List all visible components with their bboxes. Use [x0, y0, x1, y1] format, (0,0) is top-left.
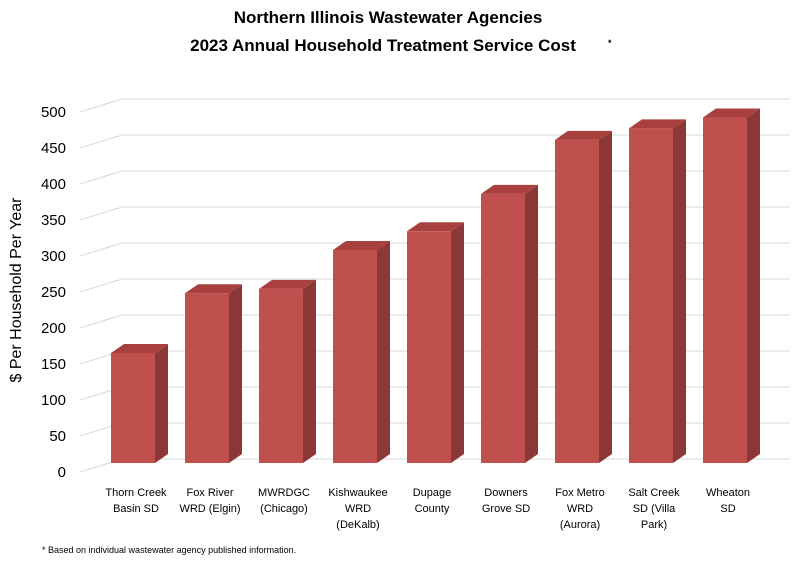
- bar: [185, 284, 242, 463]
- bar-side: [525, 184, 538, 463]
- footnote: * Based on individual wastewater agency …: [42, 545, 296, 555]
- bar: [111, 343, 168, 463]
- bar: [259, 279, 316, 463]
- bar-side: [673, 119, 686, 463]
- x-tick-label: Kishwaukee: [328, 487, 387, 499]
- x-tick-label: SD (Villa: [633, 503, 676, 515]
- bar-top: [555, 130, 612, 140]
- bar: [481, 184, 538, 463]
- y-tick-label: 150: [41, 356, 66, 373]
- y-tick-label: 0: [58, 464, 66, 481]
- x-tick-label: Fox River: [186, 487, 233, 499]
- x-tick-label: Dupage: [413, 487, 452, 499]
- x-tick-label: Salt Creek: [628, 487, 680, 499]
- gridline-diagonal: [79, 314, 123, 329]
- x-tick-label: Wheaton: [706, 487, 750, 499]
- bar-side: [155, 343, 168, 463]
- bar-side: [377, 241, 390, 463]
- chart-title-line2: 2023 Annual Household Treatment Service …: [190, 36, 576, 55]
- bar-side: [451, 222, 464, 463]
- x-tick-label: Basin SD: [113, 503, 159, 515]
- bar-top: [629, 119, 686, 129]
- chart-title-line1: Northern Illinois Wastewater Agencies: [234, 8, 543, 27]
- x-tick-label: WRD: [345, 503, 371, 515]
- x-tick-label: (Chicago): [260, 503, 308, 515]
- x-tick-label: WRD: [567, 503, 593, 515]
- bar-side: [747, 108, 760, 464]
- bar-front: [111, 352, 155, 463]
- chart-title-marker: *: [608, 38, 612, 48]
- bar: [333, 241, 390, 463]
- x-tick-label: WRD (Elgin): [179, 503, 240, 515]
- gridline-diagonal: [79, 278, 123, 293]
- y-tick-label: 500: [41, 104, 66, 121]
- y-tick-label: 350: [41, 212, 66, 229]
- bars: [111, 108, 760, 464]
- bar-side: [229, 284, 242, 463]
- bar-side: [303, 279, 316, 463]
- bar-front: [481, 193, 525, 463]
- bar-top: [185, 284, 242, 294]
- bar-top: [333, 241, 390, 250]
- y-tick-label: 400: [41, 176, 66, 193]
- x-tick-label: SD: [720, 503, 735, 515]
- gridline-diagonal: [79, 170, 123, 185]
- gridline-diagonal: [79, 242, 123, 257]
- gridline-diagonal: [79, 134, 123, 149]
- x-tick-label: Park): [641, 519, 667, 531]
- bar-top: [703, 108, 760, 118]
- bar-front: [555, 139, 599, 463]
- y-tick-label: 200: [41, 320, 66, 337]
- x-tick-label: Downers: [484, 487, 528, 499]
- bar: [703, 108, 760, 464]
- x-tick-label: (DeKalb): [336, 519, 379, 531]
- y-tick-label: 250: [41, 284, 66, 301]
- bar: [407, 222, 464, 463]
- bar-front: [407, 231, 451, 463]
- bar-front: [185, 293, 229, 463]
- y-tick-label: 450: [41, 140, 66, 157]
- x-tick-label: (Aurora): [560, 519, 600, 531]
- y-axis-ticks: 0 50 100 150 200 250 300 350 400 450 500: [41, 104, 66, 481]
- x-axis-labels: Thorn Creek Basin SD Fox River WRD (Elgin) M…: [105, 487, 750, 531]
- bar-top: [481, 184, 538, 194]
- bar-top: [111, 343, 168, 353]
- bar-side: [599, 130, 612, 463]
- y-tick-label: 300: [41, 248, 66, 265]
- bar-front: [703, 117, 747, 464]
- bar-front: [333, 250, 377, 463]
- x-tick-label: MWRDGC: [258, 487, 310, 499]
- bar: [555, 130, 612, 463]
- bar-front: [259, 288, 303, 463]
- y-axis-label: $ Per Household Per Year: [8, 197, 25, 383]
- x-tick-label: Fox Metro: [555, 487, 605, 499]
- bar: [629, 119, 686, 463]
- bar-front: [629, 128, 673, 463]
- x-tick-label: Grove SD: [482, 503, 530, 515]
- y-tick-label: 50: [49, 428, 66, 445]
- y-tick-label: 100: [41, 392, 66, 409]
- gridline-diagonal: [79, 206, 123, 221]
- gridline-diagonal: [79, 98, 123, 113]
- bar-top: [259, 279, 316, 289]
- bar-top: [407, 222, 464, 232]
- x-tick-label: County: [415, 503, 450, 515]
- x-tick-label: Thorn Creek: [105, 487, 167, 499]
